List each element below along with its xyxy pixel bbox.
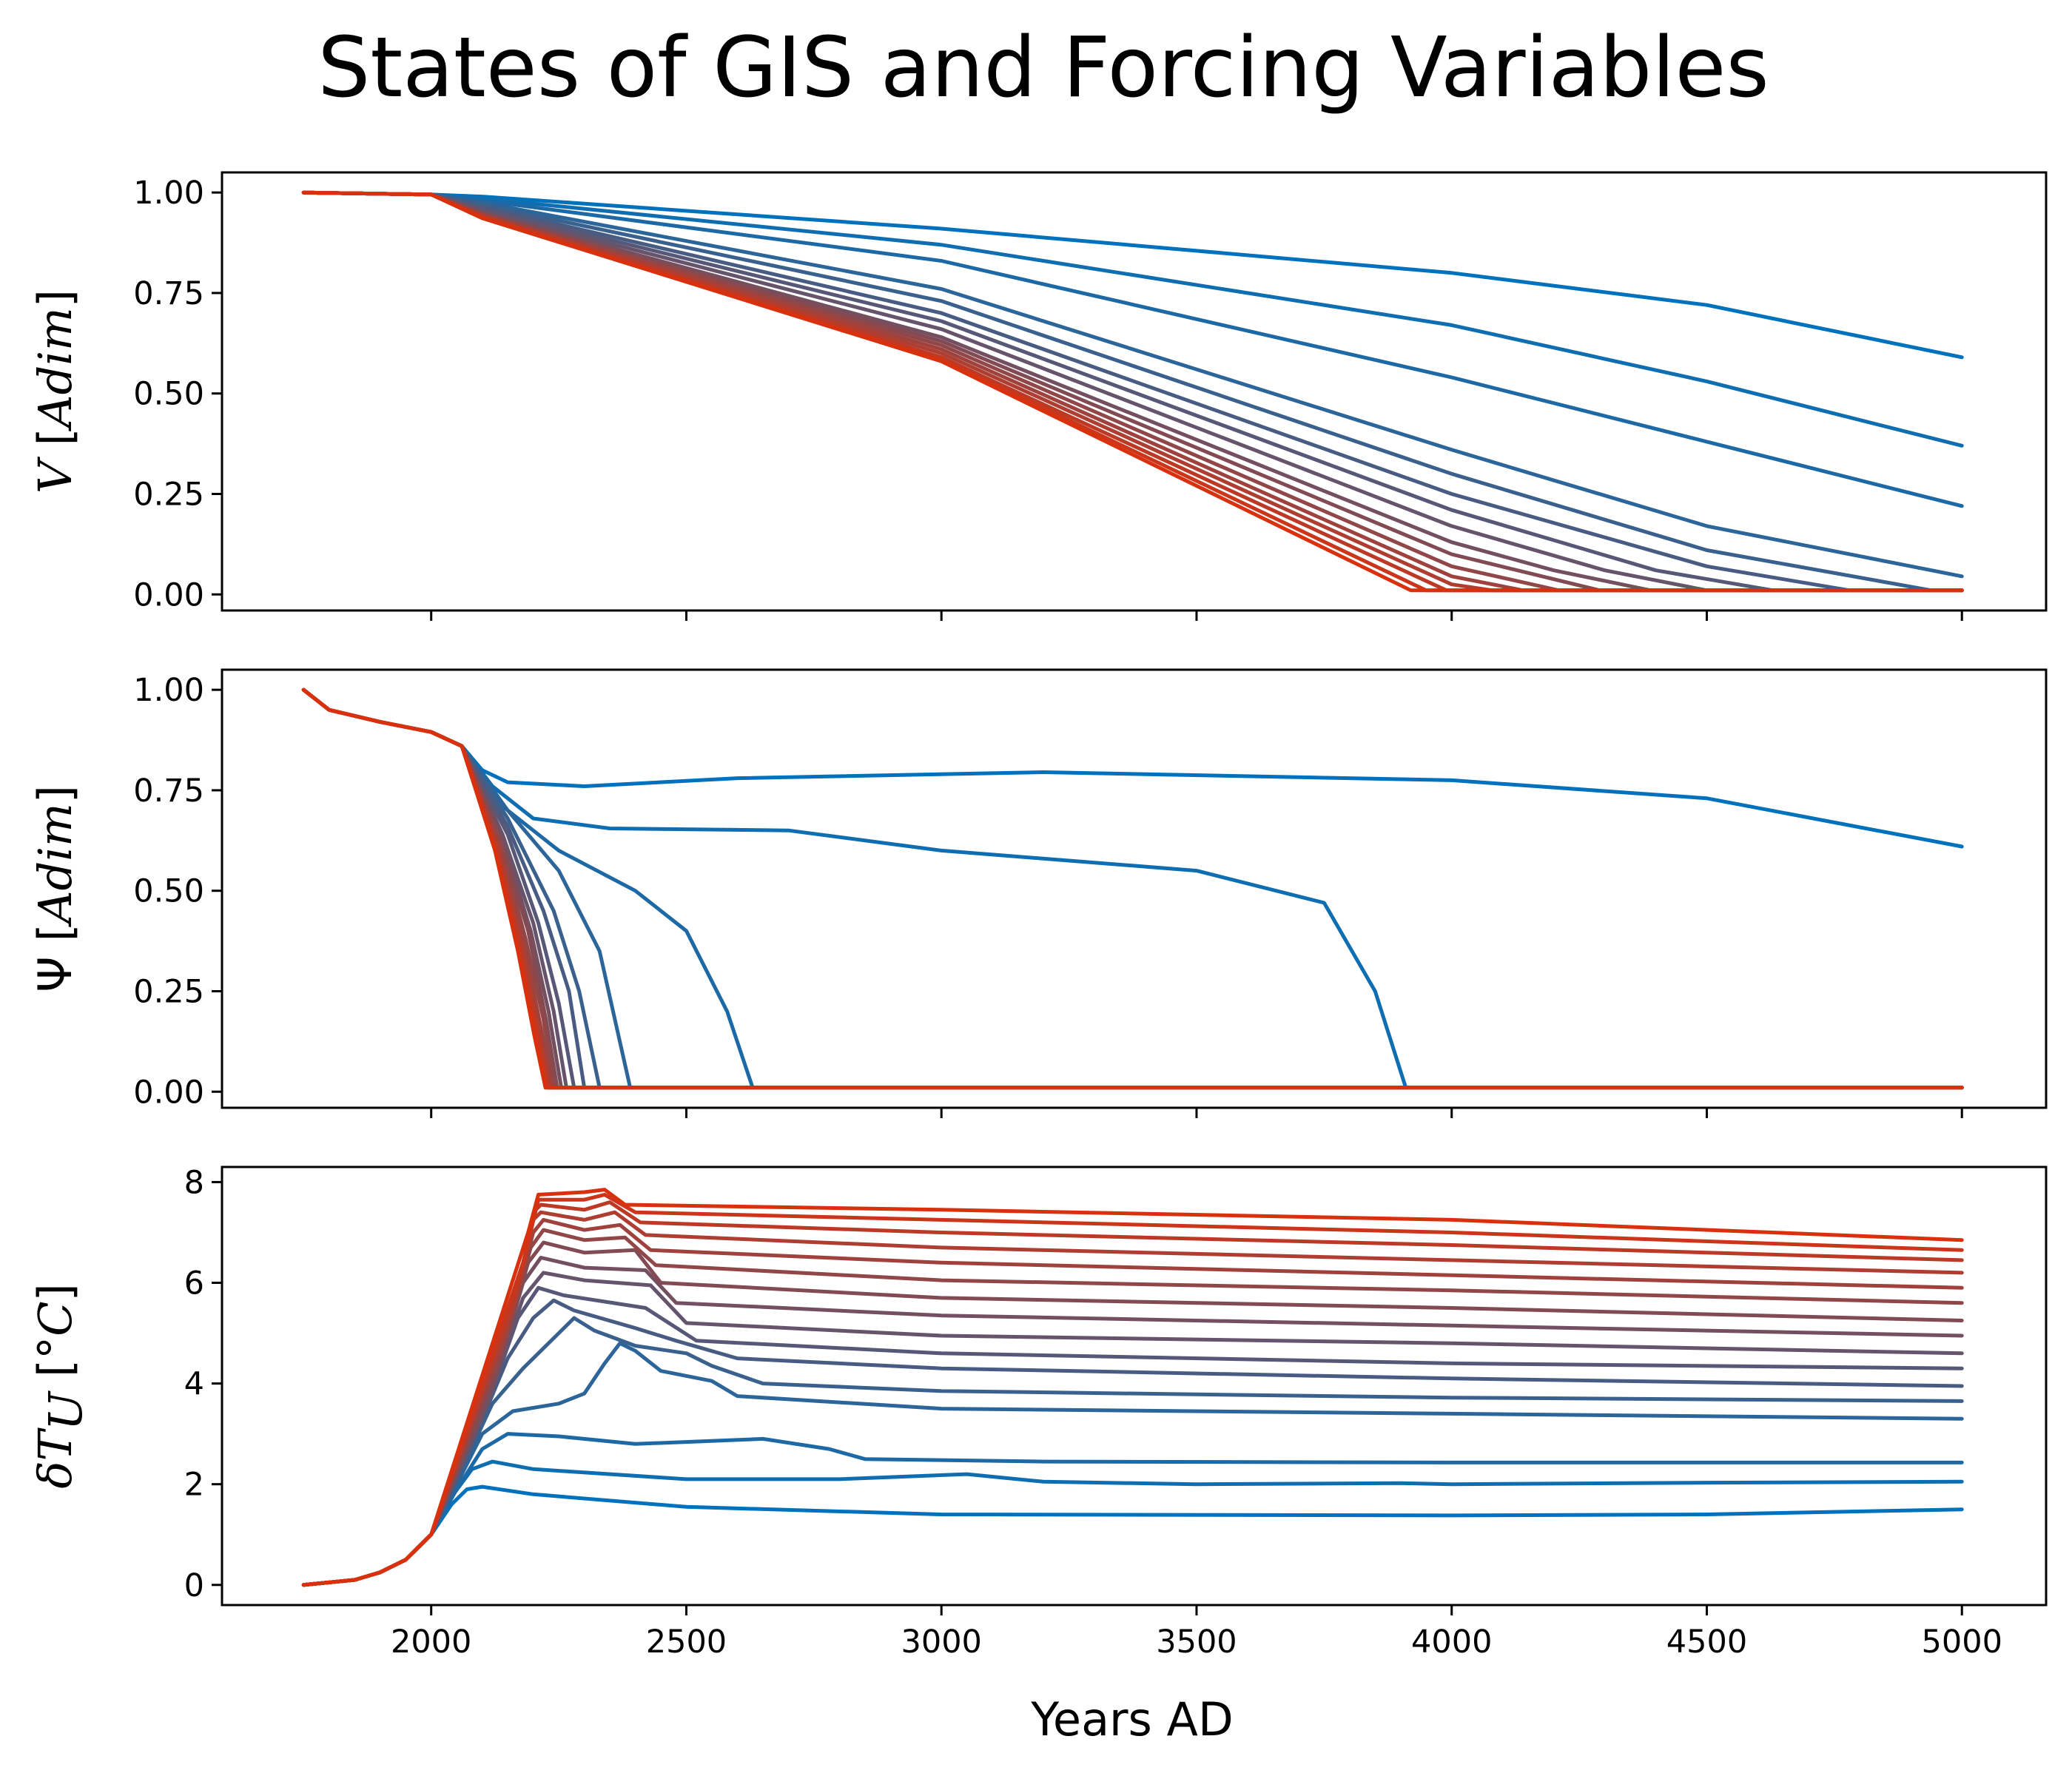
panels: 0.00 0.25 0.50 0.75 1.00 V [Adim] 0.00 0.25 0.50… [28,171,2048,1661]
panel-dTU: 0 2 4 6 8 2000 2500 3000 3500 4000 4500 5000 δTU [°C… [28,1164,2048,1661]
axes-frame-dTU [221,1166,2048,1607]
y-tick-label-Psi-1: 0.25 [133,973,204,1010]
y-tick-label-V-3: 0.75 [133,275,204,312]
y-axis-label-Psi: Ψ [Adim] [28,785,82,992]
chart-title: States of GIS and Forcing Variables [317,20,1769,116]
y-tick-label-dTU-4: 8 [184,1164,204,1201]
x-axis-label: Years AD [1030,1692,1233,1746]
panel-V: 0.00 0.25 0.50 0.75 1.00 V [Adim] [28,171,2048,621]
axes-frame-V [221,171,2048,612]
y-tick-label-V-0: 0.00 [133,576,204,613]
series-line-dTU-16 [301,1188,1964,1587]
x-tick-label-3: 3500 [1156,1624,1237,1661]
series-line-Psi-16 [301,687,1964,1090]
panel-Psi: 0.00 0.25 0.50 0.75 1.00 Ψ [Adim] [28,668,2048,1118]
x-tick-label-1: 2500 [646,1624,727,1661]
axes-frame-Psi [221,668,2048,1109]
y-tick-label-dTU-1: 2 [184,1467,204,1504]
y-tick-label-V-2: 0.50 [133,376,204,413]
y-tick-label-dTU-0: 0 [184,1567,204,1604]
x-tick-label-2: 3000 [901,1624,981,1661]
y-axis-label-dTU: δTU [°C] [28,1283,92,1489]
y-tick-label-Psi-2: 0.50 [133,873,204,910]
x-tick-label-6: 5000 [1922,1624,2002,1661]
y-tick-label-dTU-2: 4 [184,1366,204,1403]
y-tick-label-dTU-3: 6 [184,1265,204,1302]
y-tick-label-Psi-4: 1.00 [133,672,204,709]
x-tick-label-4: 4000 [1411,1624,1492,1661]
y-tick-label-Psi-3: 0.75 [133,773,204,810]
y-tick-label-V-1: 0.25 [133,476,204,513]
y-tick-label-Psi-0: 0.00 [133,1074,204,1111]
y-tick-label-V-4: 1.00 [133,175,204,212]
y-axis-label-V: V [Adim] [28,289,82,494]
x-tick-label-5: 4500 [1666,1624,1747,1661]
x-tick-label-0: 2000 [391,1624,471,1661]
series-line-V-16 [301,190,1964,593]
